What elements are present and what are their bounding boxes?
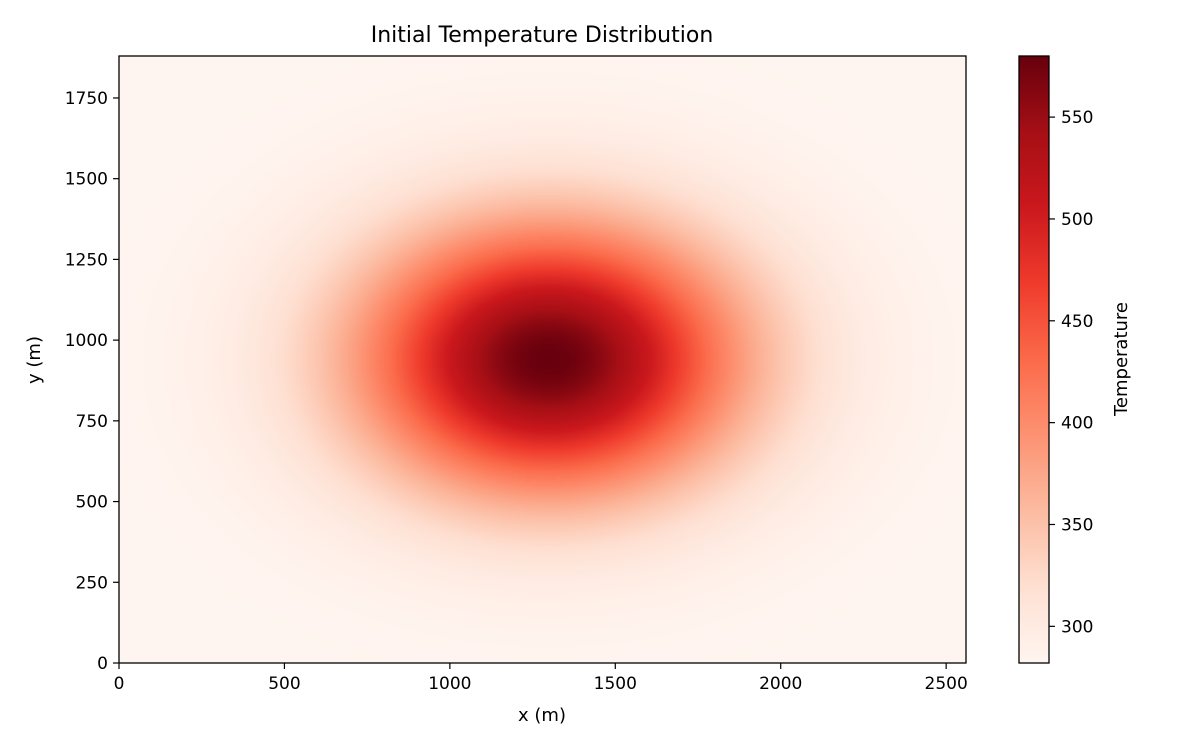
colorbar-ticks: 300 350 400 450 500 550: [1049, 108, 1093, 637]
y-tick-label: 1500: [65, 170, 108, 190]
colorbar-label: Temperature: [1111, 302, 1132, 417]
y-axis-label: y (m): [24, 336, 45, 384]
colorbar-tick-label: 500: [1061, 210, 1093, 230]
x-tick-label: 2000: [759, 674, 802, 694]
colorbar: 300 350 400 450 500 550 Temperature: [1018, 55, 1132, 664]
x-tick-label: 1000: [428, 674, 471, 694]
x-tick-label: 2500: [925, 674, 968, 694]
colorbar-gradient: [1018, 55, 1050, 664]
colorbar-tick-label: 300: [1061, 617, 1093, 637]
y-tick-label: 0: [97, 654, 108, 674]
x-axis-label: x (m): [518, 705, 566, 726]
heatmap-image: [119, 56, 966, 663]
colorbar-tick-label: 350: [1061, 515, 1093, 535]
y-tick-label: 1250: [65, 250, 108, 270]
y-tick-label: 1750: [65, 89, 108, 109]
x-axis-ticks: 0 500 1000 1500 2000 2500: [114, 663, 968, 694]
y-tick-label: 750: [76, 412, 108, 432]
y-tick-label: 500: [76, 493, 108, 513]
x-tick-label: 1500: [594, 674, 637, 694]
colorbar-tick-label: 450: [1061, 312, 1093, 332]
x-tick-label: 500: [268, 674, 300, 694]
plot-frame: [118, 55, 967, 664]
plot-area: [118, 55, 967, 664]
y-tick-label: 250: [76, 573, 108, 593]
colorbar-tick-label: 400: [1061, 414, 1093, 434]
colorbar-tick-label: 550: [1061, 108, 1093, 128]
y-tick-label: 1000: [65, 331, 108, 351]
x-tick-label: 0: [114, 674, 125, 694]
y-axis-ticks: 0 250 500 750 1000 1250 1500 1750: [65, 89, 119, 674]
chart-title: Initial Temperature Distribution: [371, 23, 714, 48]
